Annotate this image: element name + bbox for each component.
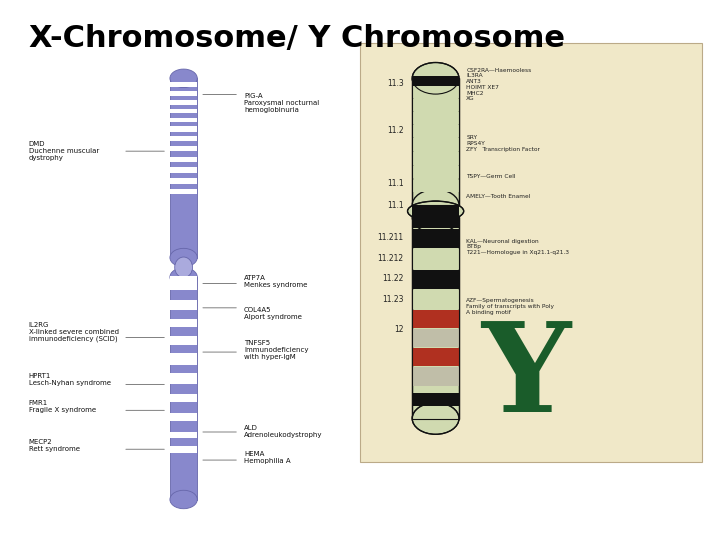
Bar — [412, 348, 459, 366]
Bar — [170, 276, 197, 290]
Bar — [170, 78, 197, 258]
Bar — [412, 78, 459, 205]
Bar — [170, 91, 197, 96]
Ellipse shape — [412, 403, 459, 434]
Text: PIG-A
Paroxysmal nocturnal
hemoglobinuria: PIG-A Paroxysmal nocturnal hemoglobinuri… — [244, 92, 320, 113]
Bar — [412, 310, 459, 328]
Text: 11.3: 11.3 — [387, 79, 403, 88]
Text: 11.1: 11.1 — [387, 179, 403, 188]
Text: AMELY—Tooth Enamel: AMELY—Tooth Enamel — [467, 194, 531, 199]
Bar — [412, 152, 459, 165]
Bar — [170, 100, 197, 105]
Bar — [170, 82, 197, 87]
Text: ALD
Adrenoleukodystrophy: ALD Adrenoleukodystrophy — [244, 426, 323, 438]
Bar — [170, 126, 197, 132]
Bar — [412, 249, 459, 269]
Bar — [412, 78, 459, 205]
Bar — [412, 270, 459, 289]
Text: Y: Y — [481, 318, 570, 438]
Bar — [170, 300, 197, 310]
Bar — [412, 217, 459, 418]
Bar — [412, 329, 459, 347]
Text: TNFSF5
Immunodeficiency
with hyper-IgM: TNFSF5 Immunodeficiency with hyper-IgM — [244, 340, 309, 360]
Text: FMR1
Fragile X syndrome: FMR1 Fragile X syndrome — [29, 400, 96, 413]
Bar — [412, 112, 459, 124]
Text: COL4A5
Alport syndrome: COL4A5 Alport syndrome — [244, 307, 302, 320]
Ellipse shape — [170, 69, 197, 87]
Text: ATP7A
Menkes syndrome: ATP7A Menkes syndrome — [244, 275, 307, 288]
Bar — [412, 125, 459, 137]
Text: 11.212: 11.212 — [377, 254, 403, 262]
Text: 11.23: 11.23 — [382, 295, 403, 304]
Ellipse shape — [170, 490, 197, 509]
Bar — [170, 446, 197, 453]
Ellipse shape — [408, 201, 464, 221]
Bar — [170, 157, 197, 162]
Text: 12: 12 — [394, 325, 403, 334]
Bar — [170, 413, 197, 421]
Bar — [170, 136, 197, 141]
Text: 11.1: 11.1 — [387, 201, 403, 210]
Text: X-Chromosome/ Y Chromosome: X-Chromosome/ Y Chromosome — [29, 24, 564, 53]
Text: HPRT1
Lesch-Nyhan syndrome: HPRT1 Lesch-Nyhan syndrome — [29, 373, 111, 386]
Bar — [170, 146, 197, 151]
Bar — [170, 336, 197, 345]
Bar — [170, 167, 197, 173]
Text: AZF—Spermatogenesis
Family of transcripts with Poly
A binding motif: AZF—Spermatogenesis Family of transcript… — [467, 298, 554, 315]
Text: 11.211: 11.211 — [377, 233, 403, 242]
Ellipse shape — [412, 201, 459, 233]
Bar — [412, 393, 459, 406]
Bar — [170, 432, 197, 438]
Bar — [170, 109, 197, 113]
Bar — [412, 367, 459, 386]
Bar — [170, 373, 197, 384]
Text: IL2RG
X-linked severe combined
immunodeficiency (SCID): IL2RG X-linked severe combined immunodef… — [29, 322, 119, 342]
Bar — [412, 217, 459, 418]
Text: 11.2: 11.2 — [387, 126, 403, 135]
Ellipse shape — [175, 257, 192, 278]
Bar — [170, 277, 197, 500]
Bar — [170, 189, 197, 194]
Text: MECP2
Rett syndrome: MECP2 Rett syndrome — [29, 439, 80, 452]
Bar — [170, 394, 197, 402]
Ellipse shape — [412, 63, 459, 94]
Ellipse shape — [412, 190, 459, 221]
Ellipse shape — [170, 248, 197, 267]
Bar — [412, 206, 459, 228]
Bar — [412, 86, 459, 98]
Bar — [360, 43, 702, 462]
Bar — [170, 353, 197, 364]
Bar — [412, 166, 459, 178]
Text: 11.22: 11.22 — [382, 274, 403, 283]
Text: TSPY—Germ Cell: TSPY—Germ Cell — [467, 174, 516, 179]
Bar — [412, 99, 459, 111]
Text: DMD
Duchenne muscular
dystrophy: DMD Duchenne muscular dystrophy — [29, 141, 99, 161]
Bar — [412, 180, 459, 192]
Text: KAL—Neuronal digestion
BT8p
T221—Homologue in Xq21.1-q21.3: KAL—Neuronal digestion BT8p T221—Homolog… — [467, 239, 570, 255]
Bar — [170, 178, 197, 184]
Bar — [412, 76, 459, 86]
Text: CSF2RA—Haemooless
IL3RA
ANT3
HOIMT XE7
MHC2
XG: CSF2RA—Haemooless IL3RA ANT3 HOIMT XE7 M… — [467, 68, 531, 102]
Bar — [170, 118, 197, 122]
Bar — [412, 229, 459, 248]
Ellipse shape — [170, 268, 197, 286]
Bar — [170, 319, 197, 327]
Text: SRY
RPS4Y
ZFY   Transcription Factor: SRY RPS4Y ZFY Transcription Factor — [467, 135, 540, 152]
Text: HEMA
Hemophilia A: HEMA Hemophilia A — [244, 451, 291, 464]
Bar — [412, 138, 459, 151]
Bar — [412, 290, 459, 309]
